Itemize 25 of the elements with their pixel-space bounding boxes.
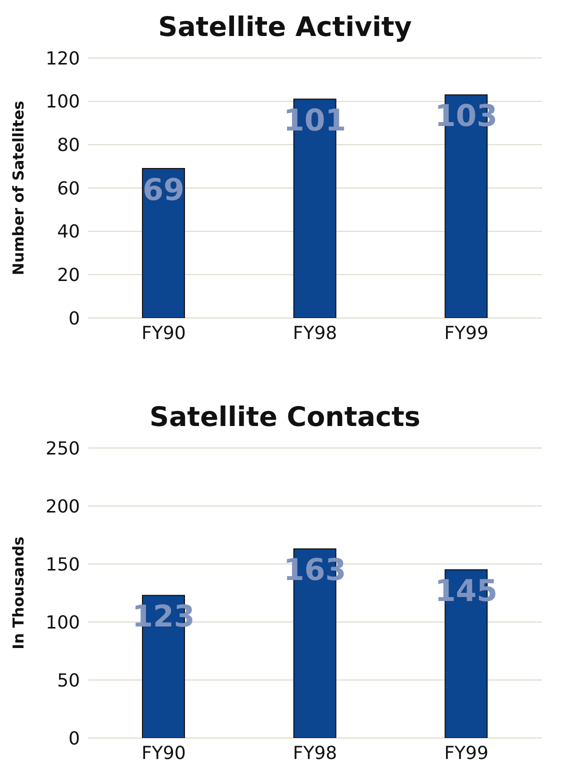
x-tick-label: FY90 [142, 742, 186, 764]
y-tick-label: 100 [46, 92, 80, 113]
x-tick-label: FY98 [292, 322, 338, 344]
y-tick-label: 60 [57, 178, 80, 200]
y-tick-label: 100 [46, 612, 80, 634]
y-tick-label: 80 [57, 135, 80, 156]
y-axis-title: Number of Satellites [9, 100, 28, 276]
y-tick-label: 20 [57, 265, 80, 286]
y-tick-label: 0 [68, 308, 80, 330]
x-tick-label: FY90 [142, 322, 186, 344]
y-tick-label: 150 [46, 554, 80, 576]
y-tick-label: 250 [46, 438, 80, 460]
y-tick-label: 40 [57, 222, 80, 243]
y-tick-label: 0 [68, 728, 80, 750]
y-tick-label: 50 [57, 670, 80, 692]
x-tick-label: FY98 [292, 742, 338, 764]
x-tick-label: FY99 [444, 742, 488, 764]
data-label: 69 [142, 172, 184, 208]
chart-title: Satellite Activity [157, 11, 413, 45]
y-tick-label: 120 [46, 48, 80, 70]
bar [142, 168, 185, 318]
x-tick-label: FY99 [444, 322, 488, 344]
chart-title: Satellite Contacts [148, 401, 422, 435]
y-axis-title: In Thousands [9, 536, 28, 650]
y-tick-label: 200 [46, 496, 80, 518]
